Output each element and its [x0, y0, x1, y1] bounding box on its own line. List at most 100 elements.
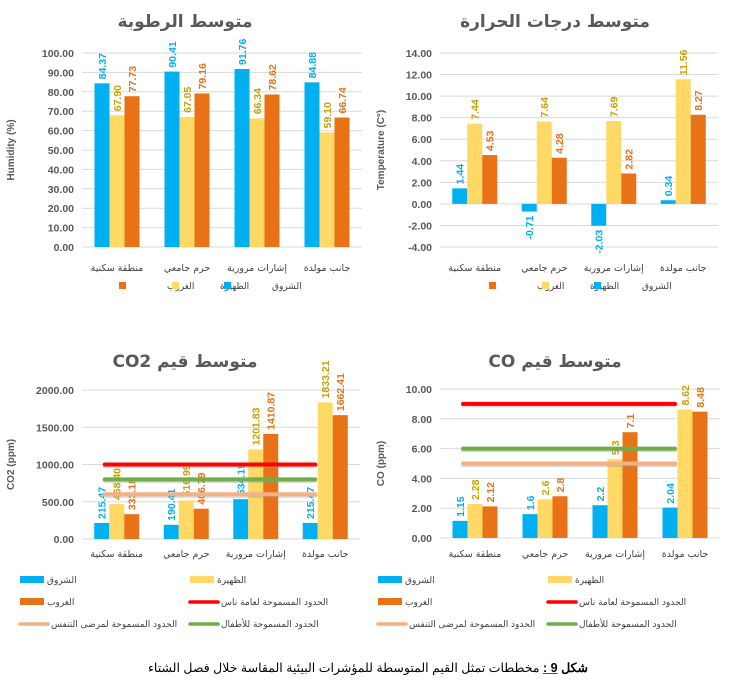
bar-noon [249, 118, 265, 247]
legend-label-sunset: الغروب [167, 282, 194, 292]
legend-label-sunrise: الشروق [642, 282, 672, 292]
y-tick-label: 0.00 [412, 533, 433, 545]
legend-swatch-sunrise [378, 576, 402, 583]
x-category-label: منطقة سكنية [449, 549, 502, 560]
bar-sunrise [452, 520, 468, 538]
data-label-sunset: 7.1 [625, 413, 637, 428]
bar-sunrise [452, 188, 468, 204]
x-category-label: منطقة سكنية [91, 263, 144, 274]
y-tick-label: 40.00 [48, 164, 74, 176]
bar-sunrise [234, 68, 250, 248]
data-label-noon: 2.6 [540, 481, 552, 496]
y-tick-label: 2000.00 [36, 385, 74, 397]
y-tick-label: 0.00 [412, 199, 433, 211]
legend-label-sunrise: الشروق [405, 576, 435, 586]
y-tick-label: -4.00 [408, 242, 432, 254]
bar-sunrise [592, 505, 608, 538]
bar-noon [109, 115, 125, 247]
data-label-sunset: 4.53 [485, 130, 497, 151]
x-category-label: جانب مولدة [660, 263, 707, 274]
caption-text: مخططات تمثل القيم المتوسطة للمؤشرات البي… [148, 661, 540, 675]
x-category-label: جانب مولدة [302, 549, 349, 560]
figure-charts: متوسط الرطوبة 0.00 10.00 20.00 30.00 40.00 50.… [6, 12, 720, 630]
bar-sunset [551, 157, 567, 204]
y-axis-label: CO (ppm) [376, 441, 387, 487]
legend-label-noon: الظهيرة [217, 576, 246, 586]
data-label-sunrise: 1.15 [455, 496, 467, 517]
data-label-noon: 67.90 [112, 85, 124, 111]
bar-noon [675, 79, 691, 204]
y-tick-label: 0.00 [54, 534, 75, 546]
caption-number: 9 : [543, 661, 558, 675]
bar-sunrise [662, 507, 678, 538]
bar-noon [606, 121, 622, 204]
data-label-noon: 11.56 [678, 49, 690, 75]
legend-swatch-sunset [119, 282, 126, 289]
data-label-sunset: 8.27 [693, 90, 705, 111]
bar-noon [109, 504, 125, 539]
data-label-sunset: 78.62 [267, 64, 279, 90]
data-label-sunrise: 1.6 [525, 495, 537, 510]
y-tick-label: 10.00 [48, 223, 74, 235]
bar-sunset [692, 411, 708, 538]
data-label-sunset: 2.82 [624, 149, 636, 170]
y-axis-label: Temperature (C°) [376, 110, 387, 191]
bar-sunrise [302, 522, 318, 539]
bar-sunset [124, 514, 140, 539]
legend-label-limit_children: الحدود المسموحة للأطفال [579, 618, 677, 630]
legend-swatch-noon [542, 282, 549, 289]
bar-sunrise [164, 71, 180, 247]
data-label-sunset: 1410.87 [266, 392, 278, 430]
y-tick-label: 1500.00 [36, 422, 74, 434]
data-label-sunrise: 215.47 [97, 487, 109, 519]
x-category-label: جانب مولدة [304, 263, 351, 274]
legend-label-sunset: الغروب [537, 282, 564, 292]
legend-label-noon: الظهيرة [590, 282, 619, 292]
chart-co: متوسط قيم CO 0.00 2.00 4.00 6.00 8.00 10.00 CO … [376, 352, 720, 630]
data-label-sunrise: 91.76 [237, 39, 249, 65]
y-tick-label: 6.00 [412, 444, 433, 456]
bar-sunset [622, 432, 638, 538]
bar-noon [179, 116, 195, 247]
bar-sunset [482, 506, 498, 538]
y-tick-label: 12.00 [406, 70, 432, 82]
bar-sunrise [94, 522, 110, 539]
bar-sunset [194, 93, 210, 248]
bar-noon [536, 121, 552, 204]
data-label-noon: 1833.21 [320, 360, 332, 398]
data-label-sunrise: 190.41 [166, 489, 178, 521]
y-tick-label: 80.00 [48, 87, 74, 99]
bar-sunset [193, 508, 209, 539]
bar-sunrise [94, 83, 110, 247]
bar-sunrise [591, 203, 607, 226]
bar-sunset [621, 173, 637, 204]
legend-label-limit_public: الحدود المسموحة لعامة ناس [221, 598, 328, 608]
data-label-sunrise: -0.71 [524, 215, 536, 239]
legend-label-limit_public: الحدود المسموحة لعامة ناس [579, 598, 686, 608]
y-tick-label: 8.00 [412, 414, 433, 426]
x-category-label: حرم جامعي [164, 263, 211, 274]
data-label-sunrise: 215.47 [305, 487, 317, 519]
x-category-label: إشارات مرورية [227, 263, 287, 274]
chart-title: متوسط قيم CO2 [112, 352, 257, 372]
y-tick-label: 100.00 [42, 48, 74, 60]
legend-swatch-sunset [489, 282, 496, 289]
bar-sunset [690, 114, 706, 204]
figure-caption: شكل 9 : مخططات تمثل القيم المتوسطة للمؤش… [0, 660, 736, 675]
bar-sunset [264, 94, 280, 247]
x-category-label: إشارات مرورية [226, 549, 286, 560]
bar-sunrise [163, 524, 179, 539]
chart-temperature: متوسط درجات الحرارة -4.00 -2.00 0.00 2.00 4.0… [376, 12, 718, 292]
legend-swatch-noon [172, 282, 179, 289]
bar-noon [178, 500, 194, 539]
data-label-sunrise: 90.41 [167, 41, 179, 67]
x-category-label: منطقة سكنية [90, 549, 143, 560]
x-category-label: حرم جامعي [522, 549, 569, 560]
legend-swatch-noon [548, 576, 572, 583]
chart-title: متوسط قيم CO [488, 352, 621, 372]
data-label-noon: 7.64 [539, 97, 551, 118]
data-label-noon: 7.69 [609, 96, 621, 117]
bar-noon [467, 504, 483, 538]
legend-swatch-sunrise [20, 576, 44, 583]
bar-noon [677, 409, 693, 538]
